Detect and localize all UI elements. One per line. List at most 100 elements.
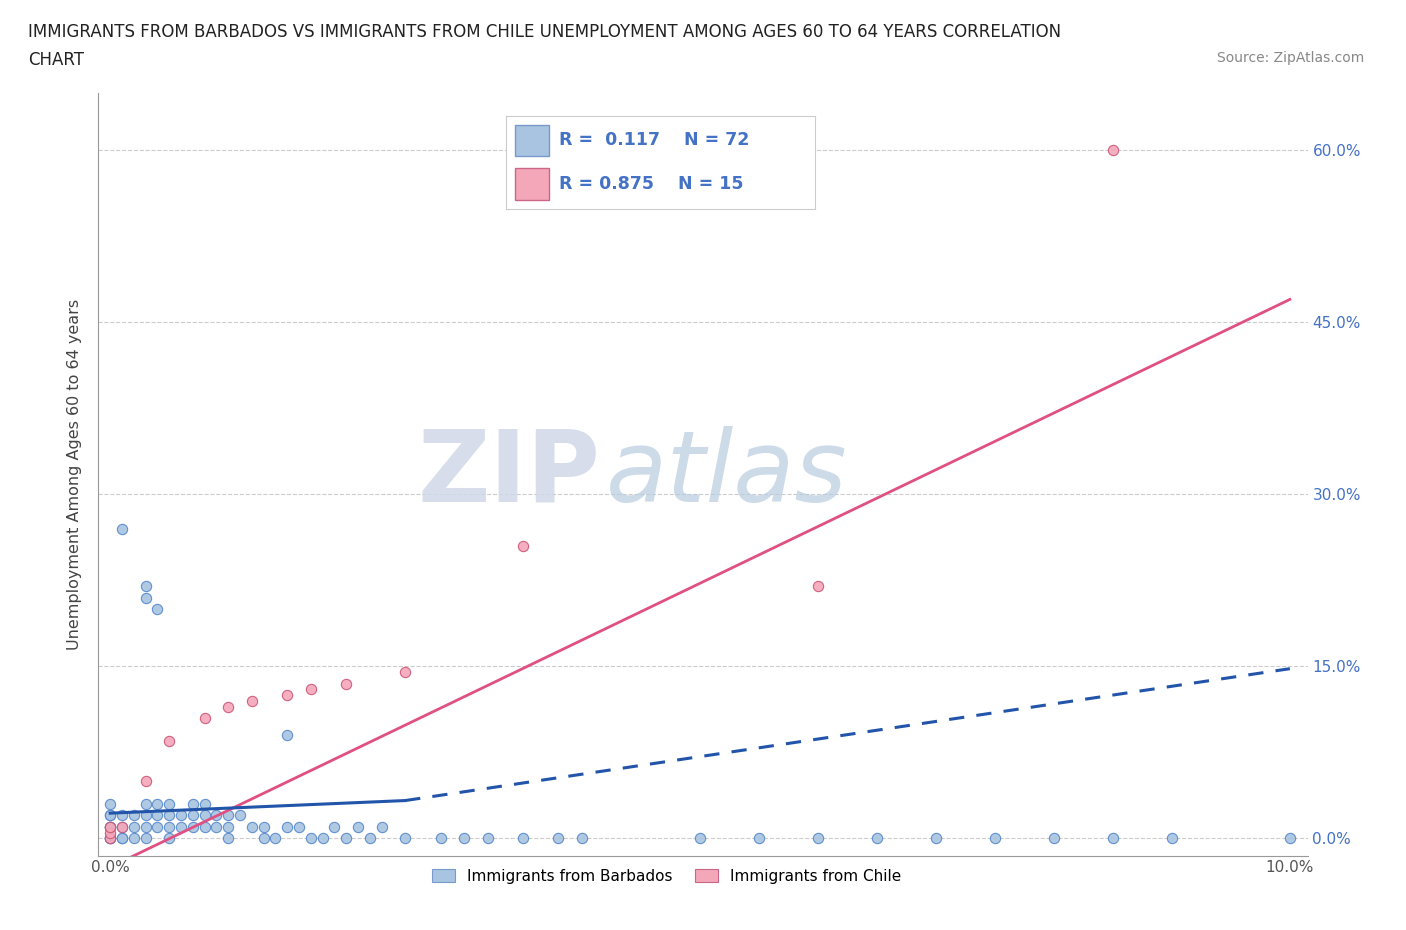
Text: CHART: CHART (28, 51, 84, 69)
Point (217, 819, 239, 834)
Point (181, 819, 204, 834)
Y-axis label: Unemployment Among Ages 60 to 64 years: Unemployment Among Ages 60 to 64 years (67, 299, 83, 650)
FancyBboxPatch shape (516, 168, 550, 200)
Point (98, 808, 121, 823)
Point (217, 831, 239, 846)
Point (571, 831, 593, 846)
Point (748, 831, 770, 846)
Point (299, 682, 322, 697)
Point (866, 831, 889, 846)
Point (240, 694, 263, 709)
Point (98, 831, 121, 846)
Point (194, 797, 217, 812)
Point (229, 808, 252, 823)
Point (157, 808, 180, 823)
Point (194, 819, 217, 834)
Point (264, 831, 287, 846)
Point (394, 831, 416, 846)
Point (194, 711, 217, 725)
Point (323, 819, 346, 834)
Text: IMMIGRANTS FROM BARBADOS VS IMMIGRANTS FROM CHILE UNEMPLOYMENT AMONG AGES 60 TO : IMMIGRANTS FROM BARBADOS VS IMMIGRANTS F… (28, 23, 1062, 41)
Point (146, 808, 169, 823)
Point (429, 831, 451, 846)
Point (276, 687, 298, 702)
Point (335, 831, 357, 846)
Point (1278, 831, 1301, 846)
Point (194, 808, 217, 823)
Text: R =  0.117    N = 72: R = 0.117 N = 72 (558, 131, 749, 149)
Point (146, 602, 169, 617)
Point (157, 819, 180, 834)
Point (98, 819, 121, 834)
Point (170, 808, 193, 823)
Point (98, 808, 121, 823)
Point (205, 808, 228, 823)
Point (181, 808, 204, 823)
Point (98, 825, 121, 840)
Text: Source: ZipAtlas.com: Source: ZipAtlas.com (1216, 51, 1364, 65)
Point (276, 819, 298, 834)
Point (370, 819, 392, 834)
Text: atlas: atlas (606, 426, 848, 523)
Point (98, 797, 121, 812)
Point (1161, 831, 1184, 846)
Point (98, 831, 121, 846)
Point (98, 831, 121, 846)
Point (347, 819, 370, 834)
Point (217, 699, 239, 714)
Point (807, 831, 830, 846)
Point (135, 578, 157, 593)
Text: ZIP: ZIP (418, 426, 600, 523)
Point (299, 831, 322, 846)
Point (98, 819, 121, 834)
Point (1102, 143, 1125, 158)
Point (217, 808, 239, 823)
FancyBboxPatch shape (516, 125, 550, 156)
Point (547, 831, 569, 846)
Point (135, 831, 157, 846)
Point (146, 819, 169, 834)
Point (252, 831, 274, 846)
Point (157, 797, 180, 812)
Point (111, 831, 134, 846)
Point (311, 831, 333, 846)
Text: R = 0.875    N = 15: R = 0.875 N = 15 (558, 175, 744, 193)
Point (122, 808, 145, 823)
Point (252, 819, 274, 834)
Point (135, 591, 157, 605)
Point (453, 831, 475, 846)
Point (335, 676, 357, 691)
Point (276, 728, 298, 743)
Point (477, 831, 499, 846)
Point (181, 797, 204, 812)
Point (111, 808, 134, 823)
Point (135, 808, 157, 823)
Point (170, 819, 193, 834)
Point (135, 819, 157, 834)
Point (240, 819, 263, 834)
Point (122, 819, 145, 834)
Point (122, 831, 145, 846)
Point (689, 831, 711, 846)
Point (1102, 831, 1125, 846)
Point (146, 797, 169, 812)
Point (512, 538, 534, 553)
Point (925, 831, 948, 846)
Point (157, 734, 180, 749)
Point (98, 819, 121, 834)
Point (98, 819, 121, 834)
Point (135, 797, 157, 812)
Point (111, 819, 134, 834)
Point (288, 819, 311, 834)
Point (512, 831, 534, 846)
Point (111, 831, 134, 846)
Point (157, 831, 180, 846)
Point (111, 819, 134, 834)
Point (205, 819, 228, 834)
Point (98, 831, 121, 846)
Point (359, 831, 381, 846)
Point (807, 578, 830, 593)
Point (394, 665, 416, 680)
Point (135, 774, 157, 789)
Point (111, 522, 134, 537)
